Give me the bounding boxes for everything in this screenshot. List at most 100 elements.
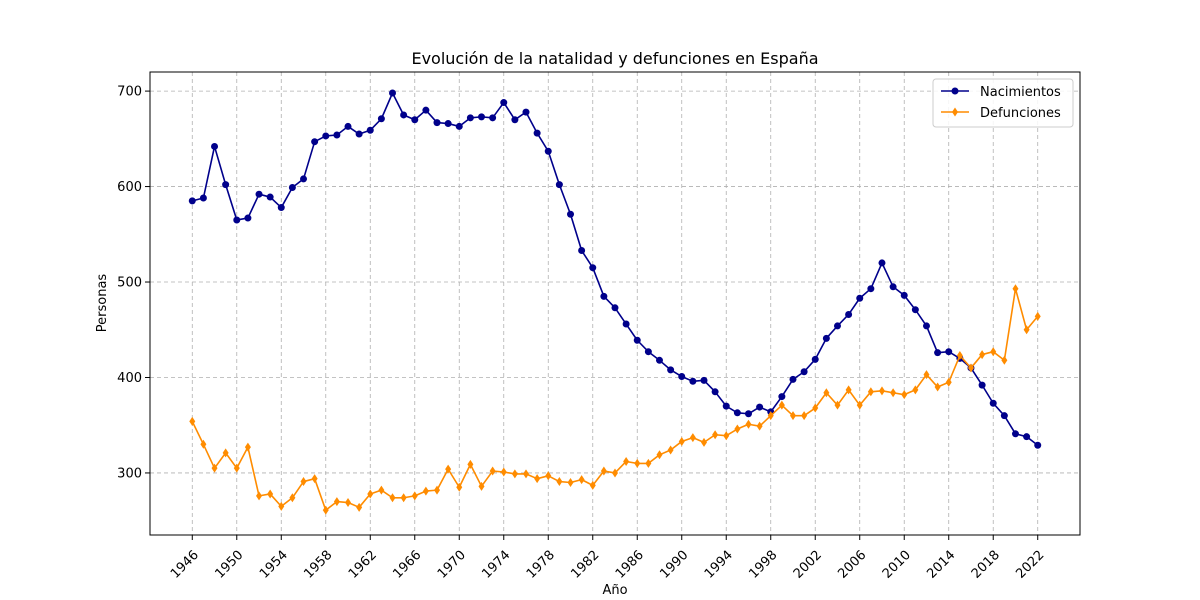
data-point-defunciones xyxy=(389,493,396,503)
data-point-defunciones xyxy=(878,386,885,396)
data-point-nacimientos xyxy=(433,119,441,127)
data-point-nacimientos xyxy=(1011,430,1019,438)
data-point-nacimientos xyxy=(478,113,486,121)
data-point-defunciones xyxy=(845,385,852,395)
data-point-defunciones xyxy=(834,400,841,410)
data-point-defunciones xyxy=(923,370,930,380)
data-point-nacimientos xyxy=(1000,412,1008,420)
data-point-nacimientos xyxy=(466,114,474,122)
data-point-defunciones xyxy=(812,403,819,413)
data-point-defunciones xyxy=(734,424,741,434)
data-point-nacimientos xyxy=(711,388,719,396)
legend: Nacimientos Defunciones xyxy=(932,78,1074,128)
series-layer xyxy=(188,89,1042,515)
y-tick-label: 500 xyxy=(117,276,142,291)
data-point-defunciones xyxy=(901,390,908,400)
data-point-defunciones xyxy=(478,481,485,491)
data-point-defunciones xyxy=(934,382,941,392)
legend-marker-defunciones xyxy=(952,107,958,117)
data-point-defunciones xyxy=(634,458,641,468)
y-axis-label: Personas xyxy=(95,274,110,333)
x-tick-label: 2014 xyxy=(924,548,958,582)
data-point-defunciones xyxy=(767,411,774,421)
data-point-nacimientos xyxy=(344,122,352,130)
data-point-nacimientos xyxy=(756,403,764,411)
data-point-defunciones xyxy=(200,439,207,449)
data-point-nacimientos xyxy=(911,306,919,314)
y-tick-label: 400 xyxy=(117,371,142,386)
x-tick-label: 2022 xyxy=(1013,548,1047,582)
data-point-defunciones xyxy=(256,491,263,501)
data-point-nacimientos xyxy=(789,375,797,383)
data-point-defunciones xyxy=(556,477,563,487)
data-point-defunciones xyxy=(434,485,441,495)
data-point-nacimientos xyxy=(733,409,741,417)
data-point-nacimientos xyxy=(945,348,953,356)
data-point-nacimientos xyxy=(422,106,430,114)
data-point-defunciones xyxy=(222,448,229,458)
data-point-nacimientos xyxy=(934,349,942,357)
data-point-defunciones xyxy=(979,350,986,360)
data-point-nacimientos xyxy=(222,181,230,189)
data-point-nacimientos xyxy=(600,292,608,300)
data-point-defunciones xyxy=(956,351,963,361)
data-point-defunciones xyxy=(567,477,574,487)
data-point-nacimientos xyxy=(411,116,419,124)
data-point-nacimientos xyxy=(622,320,630,328)
data-point-defunciones xyxy=(244,442,251,452)
series-nacimientos xyxy=(188,89,1042,449)
data-point-nacimientos xyxy=(188,197,196,205)
data-point-nacimientos xyxy=(667,366,675,374)
data-point-nacimientos xyxy=(589,264,597,272)
x-tick-label: 1958 xyxy=(301,548,335,582)
data-point-defunciones xyxy=(534,474,541,484)
data-point-nacimientos xyxy=(233,216,241,224)
data-point-nacimientos xyxy=(533,129,541,137)
data-point-defunciones xyxy=(511,469,518,479)
data-point-defunciones xyxy=(778,400,785,410)
data-point-defunciones xyxy=(723,431,730,441)
data-point-defunciones xyxy=(378,485,385,495)
x-tick-label: 2010 xyxy=(880,548,914,582)
data-point-defunciones xyxy=(689,433,696,443)
data-point-nacimientos xyxy=(1023,433,1031,441)
data-point-nacimientos xyxy=(845,310,853,318)
data-point-nacimientos xyxy=(311,138,319,146)
data-point-nacimientos xyxy=(578,247,586,255)
y-tick-label: 700 xyxy=(117,85,142,100)
x-tick-label: 2002 xyxy=(791,548,825,582)
x-tick-label: 1946 xyxy=(168,548,202,582)
data-point-defunciones xyxy=(745,419,752,429)
data-point-defunciones xyxy=(867,387,874,397)
data-point-nacimientos xyxy=(644,348,652,356)
data-point-defunciones xyxy=(233,463,240,473)
data-point-nacimientos xyxy=(389,89,397,97)
data-point-defunciones xyxy=(211,463,218,473)
data-point-defunciones xyxy=(545,471,552,481)
data-point-nacimientos xyxy=(366,126,374,134)
data-point-nacimientos xyxy=(678,373,686,381)
data-point-defunciones xyxy=(445,464,452,474)
data-point-defunciones xyxy=(267,489,274,499)
data-point-nacimientos xyxy=(489,114,497,122)
x-axis-label: Año xyxy=(602,583,627,598)
data-point-defunciones xyxy=(589,480,596,490)
data-point-defunciones xyxy=(967,363,974,373)
data-point-nacimientos xyxy=(1034,441,1042,449)
data-point-defunciones xyxy=(578,475,585,485)
data-point-nacimientos xyxy=(633,336,641,344)
legend-label-nacimientos: Nacimientos xyxy=(980,85,1061,100)
data-point-nacimientos xyxy=(744,410,752,418)
data-point-defunciones xyxy=(400,493,407,503)
data-point-nacimientos xyxy=(811,355,819,363)
data-point-defunciones xyxy=(912,385,919,395)
data-point-defunciones xyxy=(300,477,307,487)
data-point-nacimientos xyxy=(455,122,463,130)
data-point-nacimientos xyxy=(500,99,508,107)
data-point-nacimientos xyxy=(856,294,864,302)
data-point-nacimientos xyxy=(655,356,663,364)
data-point-nacimientos xyxy=(199,194,207,202)
data-point-defunciones xyxy=(678,436,685,446)
data-point-nacimientos xyxy=(444,120,452,128)
x-axis: 1946 1950 1954 1958 1962 1966 1970 1974 1978 1982… xyxy=(168,535,1047,582)
